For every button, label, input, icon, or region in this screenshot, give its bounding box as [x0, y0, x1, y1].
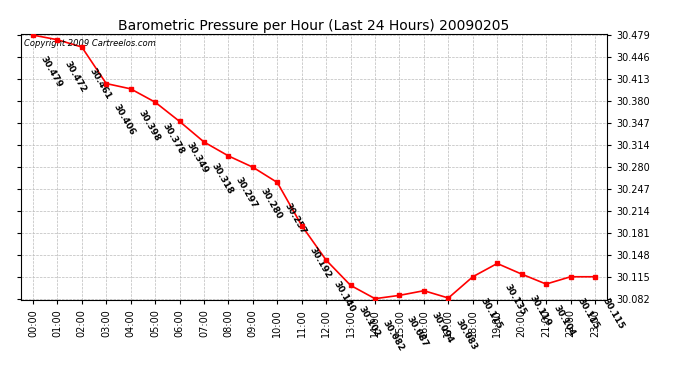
- Text: 30.115: 30.115: [576, 296, 601, 331]
- Title: Barometric Pressure per Hour (Last 24 Hours) 20090205: Barometric Pressure per Hour (Last 24 Ho…: [118, 19, 510, 33]
- Text: 30.115: 30.115: [600, 296, 626, 331]
- Text: 30.318: 30.318: [210, 161, 235, 196]
- Text: 30.297: 30.297: [234, 176, 259, 210]
- Text: 30.140: 30.140: [332, 280, 357, 314]
- Text: 30.378: 30.378: [161, 122, 186, 156]
- Text: 30.119: 30.119: [527, 294, 552, 328]
- Text: 30.479: 30.479: [39, 54, 63, 89]
- Text: 30.094: 30.094: [429, 310, 455, 345]
- Text: 30.135: 30.135: [503, 283, 528, 317]
- Text: 30.087: 30.087: [405, 315, 430, 349]
- Text: 30.406: 30.406: [112, 103, 137, 137]
- Text: 30.472: 30.472: [63, 59, 88, 94]
- Text: 30.104: 30.104: [552, 303, 577, 338]
- Text: 30.115: 30.115: [478, 296, 504, 331]
- Text: 30.280: 30.280: [259, 187, 284, 221]
- Text: 30.349: 30.349: [185, 141, 210, 176]
- Text: 30.083: 30.083: [454, 318, 479, 352]
- Text: 30.102: 30.102: [356, 305, 381, 339]
- Text: 30.192: 30.192: [307, 245, 333, 280]
- Text: 30.082: 30.082: [381, 318, 406, 352]
- Text: Copyright 2009 Cartreelos.com: Copyright 2009 Cartreelos.com: [23, 39, 155, 48]
- Text: 30.398: 30.398: [136, 108, 161, 143]
- Text: 30.461: 30.461: [88, 66, 112, 101]
- Text: 30.257: 30.257: [283, 202, 308, 236]
